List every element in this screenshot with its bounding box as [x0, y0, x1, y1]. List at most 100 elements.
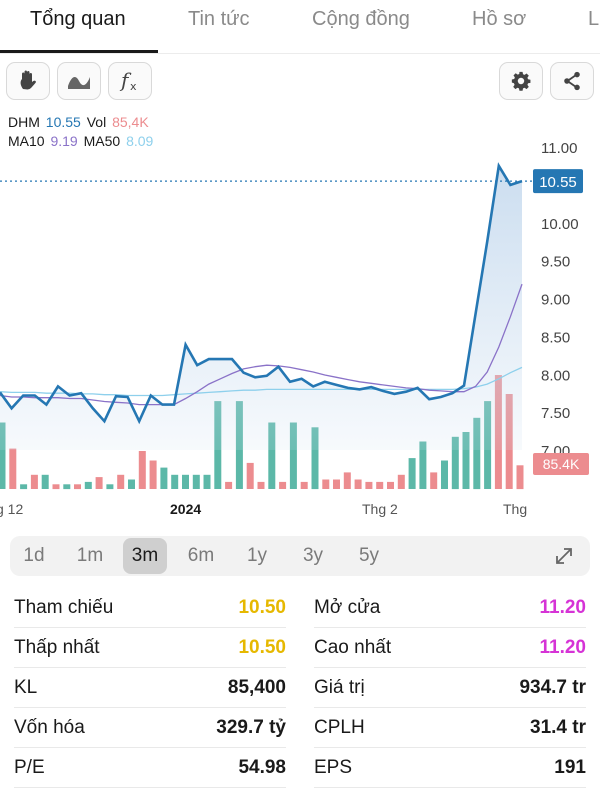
- tab-profile[interactable]: Hồ sơ: [472, 8, 527, 30]
- legend-ma50-label: MA50: [83, 133, 121, 149]
- stat-label: P/E: [14, 757, 45, 778]
- stat-high: Cao nhất 11.20: [314, 628, 586, 668]
- stat-label: KL: [14, 677, 38, 698]
- stat-pe: P/E 54.98: [14, 748, 286, 788]
- volume-bar: [365, 481, 373, 489]
- volume-bar: [41, 474, 49, 489]
- range-selector: 1d 1m 3m 6m 1y 3y 5y: [10, 536, 590, 576]
- stat-value: 11.20: [539, 637, 587, 658]
- stat-value: 329.7 tỷ: [216, 717, 286, 738]
- volume-bar: [74, 484, 81, 490]
- current-price-label: 10.55: [539, 174, 577, 191]
- stat-label: CPLH: [314, 717, 365, 738]
- ma50-line: [0, 366, 523, 397]
- range-3m[interactable]: 3m: [123, 538, 167, 574]
- tab-more[interactable]: L: [588, 8, 600, 30]
- stat-value: 54.98: [238, 757, 286, 778]
- stat-label: Mở cửa: [314, 597, 381, 618]
- volume-bar: [462, 432, 470, 489]
- tab-community[interactable]: Cộng đồng: [312, 8, 410, 30]
- stat-shares-outstanding: CPLH 31.4 tr: [314, 708, 586, 748]
- function-button[interactable]: f x: [108, 62, 152, 100]
- volume-bar: [0, 422, 6, 489]
- volume-bar: [333, 479, 340, 489]
- volume-bar: [279, 481, 287, 489]
- x-tick-label: Thg: [503, 501, 527, 517]
- range-6m[interactable]: 6m: [187, 545, 215, 566]
- wave-icon: [68, 76, 90, 89]
- volume-bar: [52, 484, 60, 490]
- stat-label: Vốn hóa: [14, 717, 85, 738]
- x-tick-label: 2024: [170, 501, 201, 517]
- stat-value: 10.50: [238, 597, 286, 618]
- stat-low: Thấp nhất 10.50: [14, 628, 286, 668]
- stat-label: Tham chiếu: [14, 597, 114, 618]
- volume-bar: [289, 422, 297, 489]
- stat-value: 11.20: [539, 597, 587, 618]
- stat-value-traded: Giá trị 934.7 tr: [314, 668, 586, 708]
- volume-bar: [430, 472, 438, 489]
- stat-reference: Tham chiếu 10.50: [14, 588, 286, 628]
- hand-draw-icon: [20, 70, 36, 90]
- x-tick-label: g 12: [0, 501, 23, 517]
- y-tick-label: 10.00: [541, 216, 579, 233]
- share-button[interactable]: [550, 62, 594, 100]
- y-tick-label: 9.00: [541, 292, 570, 309]
- price-legend: DHM 10.55 Vol 85,4K: [8, 114, 151, 130]
- stat-eps: EPS 191: [314, 748, 586, 788]
- gear-icon: [511, 71, 531, 91]
- range-1m[interactable]: 1m: [76, 545, 104, 566]
- legend-vol-label: Vol: [86, 114, 107, 130]
- stat-value: 934.7 tr: [519, 677, 586, 698]
- volume-bar: [84, 481, 92, 489]
- volume-bar: [182, 474, 189, 489]
- settings-button[interactable]: [499, 62, 543, 100]
- volume-bar: [203, 474, 211, 489]
- active-tab-indicator: [0, 50, 158, 53]
- range-1d[interactable]: 1d: [23, 545, 45, 566]
- stat-value: 85,400: [227, 677, 286, 698]
- y-tick-label: 8.00: [541, 367, 570, 384]
- stat-label: EPS: [314, 757, 353, 778]
- volume-bar: [149, 460, 157, 489]
- price-area: [0, 165, 522, 450]
- range-5y[interactable]: 5y: [358, 545, 380, 566]
- volume-bar: [9, 448, 17, 489]
- volume-bar: [322, 479, 330, 489]
- tab-bar: Tổng quan Tin tức Cộng đồng Hồ sơ L: [0, 0, 600, 54]
- legend-ma10: 9.19: [50, 133, 78, 149]
- volume-bar: [311, 427, 319, 490]
- volume-bar: [106, 484, 114, 490]
- volume-bar: [160, 467, 168, 489]
- y-tick-label: 8.50: [541, 329, 570, 346]
- stat-label: Thấp nhất: [14, 637, 100, 658]
- volume-bar: [343, 472, 351, 489]
- volume-bar: [300, 481, 308, 489]
- legend-ma50: 8.09: [126, 133, 154, 149]
- legend-vol: 85,4K: [112, 114, 149, 130]
- volume-bar: [95, 477, 103, 489]
- ma-legend: MA10 9.19 MA50 8.09: [8, 133, 155, 149]
- range-3y[interactable]: 3y: [302, 545, 324, 566]
- price-chart[interactable]: 11.0010.5010.009.509.008.508.007.507.001…: [0, 100, 600, 525]
- tab-overview[interactable]: Tổng quan: [30, 8, 126, 30]
- volume-bar: [192, 474, 200, 489]
- stat-open: Mở cửa 11.20: [314, 588, 586, 628]
- volume-bar: [419, 441, 427, 489]
- stat-value: 10.50: [238, 637, 286, 658]
- y-tick-label: 7.50: [541, 405, 570, 422]
- legend-symbol: DHM: [8, 114, 40, 130]
- tab-news[interactable]: Tin tức: [188, 8, 250, 30]
- volume-bar: [30, 474, 38, 489]
- volume-bar: [268, 422, 276, 489]
- volume-bar: [376, 481, 384, 489]
- current-volume-label: 85.4K: [543, 456, 580, 472]
- volume-bar: [387, 481, 394, 489]
- range-1y[interactable]: 1y: [246, 545, 268, 566]
- wave-button[interactable]: [57, 62, 101, 100]
- y-tick-label: 9.50: [541, 254, 570, 271]
- hand-draw-button[interactable]: [6, 62, 50, 100]
- y-tick-label: 11.00: [541, 140, 577, 157]
- svg-text:x: x: [130, 80, 137, 93]
- expand-icon[interactable]: [552, 544, 576, 568]
